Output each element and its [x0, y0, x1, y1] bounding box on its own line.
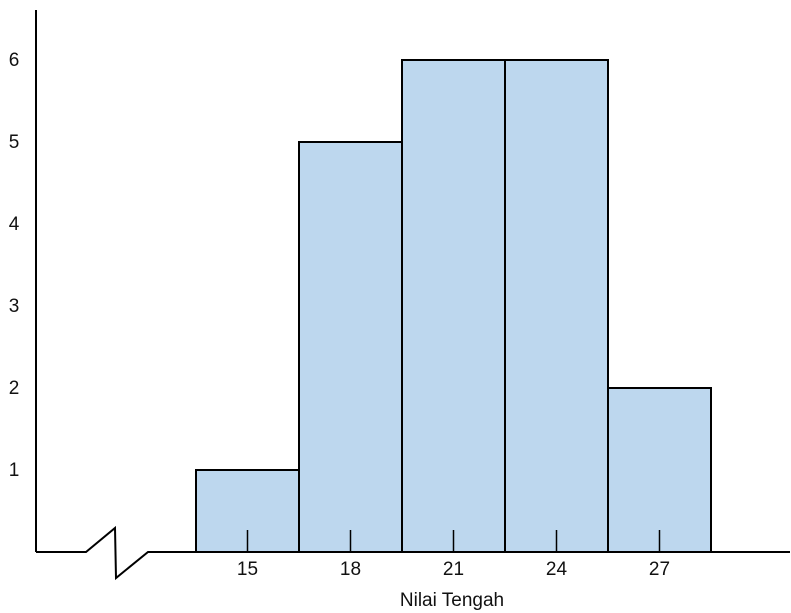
x-tick-label: 24	[546, 559, 568, 580]
histogram-bar	[504, 59, 609, 553]
x-tick-label: 15	[237, 559, 258, 580]
y-tick-label: 1	[9, 460, 20, 481]
histogram-bar	[298, 141, 403, 553]
x-tick-label: 21	[443, 559, 464, 580]
x-axis-line	[36, 525, 790, 581]
y-tick-label: 6	[9, 50, 20, 71]
histogram-bar	[607, 387, 712, 553]
x-tick-label: 27	[649, 559, 670, 580]
histogram-bar	[401, 59, 506, 553]
x-tick-label: 18	[340, 559, 361, 580]
y-tick-label: 2	[9, 378, 20, 399]
x-axis-ticks: 15 18 21 24 27	[237, 530, 670, 580]
y-tick-label: 3	[9, 296, 20, 317]
y-tick-label: 4	[9, 214, 20, 235]
histogram-bars	[195, 59, 712, 553]
y-axis-ticks: 1 2 3 4 5 6	[9, 50, 20, 481]
x-axis-label: Nilai Tengah	[400, 590, 504, 611]
y-tick-label: 5	[9, 132, 20, 153]
